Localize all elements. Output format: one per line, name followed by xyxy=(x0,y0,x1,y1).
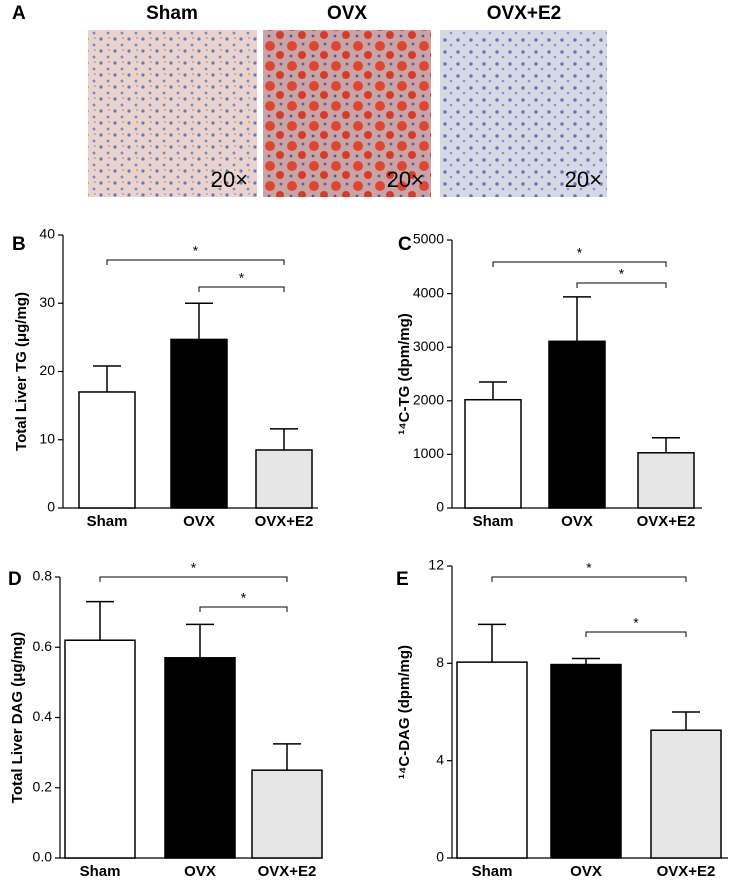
bar xyxy=(251,769,323,859)
y-tick-label: 12 xyxy=(428,557,444,573)
panel-label: B xyxy=(12,234,26,255)
y-tick-label: 2000 xyxy=(413,392,444,408)
significance-bracket xyxy=(576,282,667,288)
histology-image xyxy=(440,30,607,197)
significance-star: * xyxy=(193,243,199,259)
bar xyxy=(637,452,695,509)
x-tick-label: OVX+E2 xyxy=(255,513,314,530)
y-tick-label: 10 xyxy=(39,430,55,446)
y-tick-label: 0 xyxy=(47,499,55,515)
bar xyxy=(78,391,136,509)
magnification: 20× xyxy=(565,167,602,192)
significance-star: * xyxy=(239,270,245,286)
significance-bracket xyxy=(198,286,285,292)
x-tick-label: OVX+E2 xyxy=(258,863,317,880)
significance-bracket xyxy=(492,261,667,267)
y-tick-label: 4 xyxy=(436,751,444,767)
y-tick-label: 8 xyxy=(436,654,444,670)
y-tick-label: 1000 xyxy=(413,445,444,461)
panel-label: D xyxy=(8,569,22,590)
histology-image xyxy=(263,30,431,197)
image-title: OVX xyxy=(327,3,367,24)
y-tick-label: 0 xyxy=(436,499,444,515)
panel-label: A xyxy=(12,3,26,24)
y-tick-label: 0.4 xyxy=(33,708,53,724)
y-tick-label: 40 xyxy=(39,226,55,242)
x-tick-label: Sham xyxy=(87,513,128,530)
bar xyxy=(650,729,722,859)
significance-star: * xyxy=(241,590,247,606)
y-tick-label: 30 xyxy=(39,294,55,310)
bar xyxy=(170,338,228,509)
x-tick-label: OVX xyxy=(561,513,593,530)
x-tick-label: OVX xyxy=(570,863,602,880)
x-tick-label: Sham xyxy=(473,513,514,530)
magnification: 20× xyxy=(211,167,248,192)
magnification: 20× xyxy=(387,167,424,192)
significance-bracket xyxy=(491,576,687,582)
significance-star: * xyxy=(619,266,625,282)
bar xyxy=(456,661,528,859)
significance-bracket xyxy=(99,576,288,582)
y-tick-label: 3000 xyxy=(413,338,444,354)
image-title: OVX+E2 xyxy=(487,3,561,24)
bar xyxy=(550,663,622,859)
bar xyxy=(548,340,606,509)
y-axis-label: ¹⁴C-DAG (dpm/mg) xyxy=(396,645,413,779)
y-tick-label: 0.2 xyxy=(33,778,53,794)
x-tick-label: Sham xyxy=(80,863,121,880)
significance-bracket xyxy=(199,606,288,612)
y-tick-label: 0.6 xyxy=(33,638,53,654)
significance-bracket xyxy=(106,259,285,265)
significance-star: * xyxy=(577,245,583,261)
x-tick-label: OVX xyxy=(183,513,215,530)
significance-star: * xyxy=(586,560,592,576)
y-axis-label: ¹⁴C-TG (dpm/mg) xyxy=(396,313,413,435)
bar xyxy=(255,449,313,509)
significance-star: * xyxy=(191,560,197,576)
x-tick-label: OVX+E2 xyxy=(657,863,716,880)
x-tick-label: OVX+E2 xyxy=(637,513,696,530)
x-tick-label: Sham xyxy=(472,863,513,880)
panel-label: C xyxy=(398,234,412,255)
bar xyxy=(164,657,236,859)
bar xyxy=(464,398,522,509)
significance-star: * xyxy=(633,615,639,631)
x-tick-label: OVX xyxy=(184,863,216,880)
histology-image xyxy=(88,30,257,197)
panel-label: E xyxy=(396,569,409,590)
bar xyxy=(64,639,136,859)
y-tick-label: 0.0 xyxy=(33,849,53,865)
y-tick-label: 5000 xyxy=(413,231,444,247)
y-tick-label: 20 xyxy=(39,362,55,378)
y-tick-label: 4000 xyxy=(413,284,444,300)
image-title: Sham xyxy=(146,3,198,24)
y-axis-label: Total Liver TG (μg/mg) xyxy=(13,292,30,451)
significance-bracket xyxy=(585,631,687,637)
y-axis-label: Total Liver DAG (μg/mg) xyxy=(9,632,26,803)
y-tick-label: 0.8 xyxy=(33,568,53,584)
y-tick-label: 0 xyxy=(436,849,444,865)
